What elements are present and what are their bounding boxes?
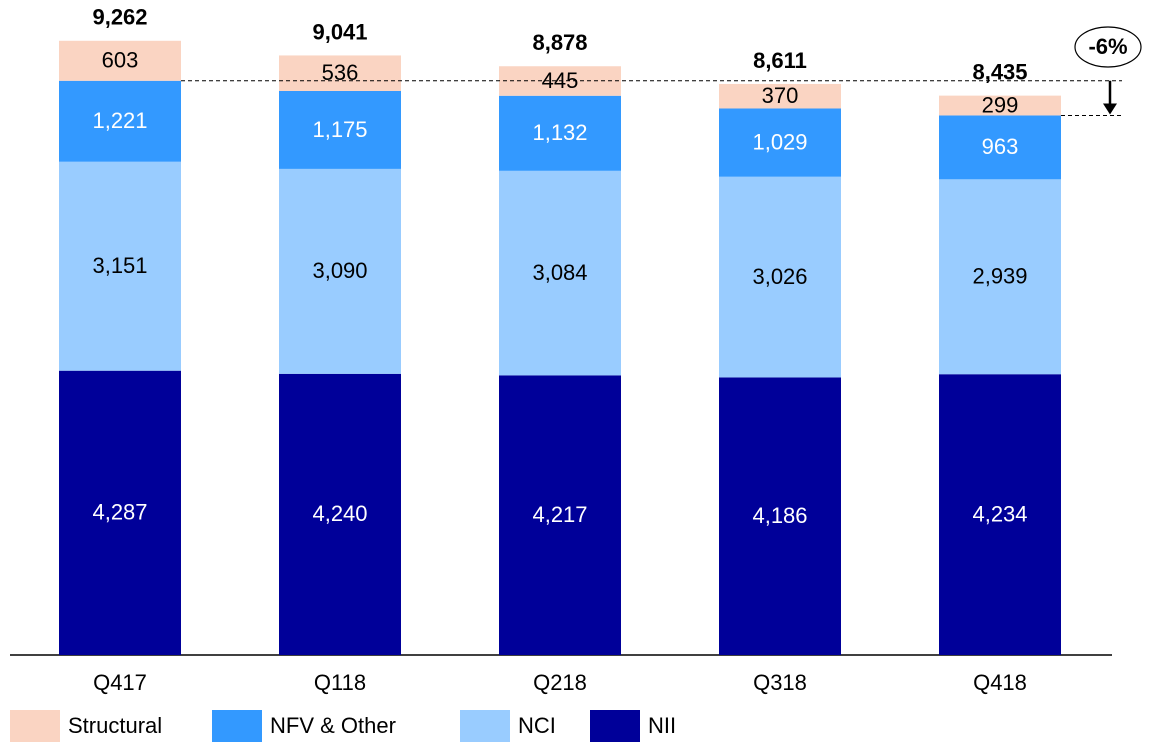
bar-segment xyxy=(59,370,181,655)
segment-label: 4,287 xyxy=(92,500,147,525)
total-label: 8,878 xyxy=(532,30,587,55)
bar-segment xyxy=(719,176,841,378)
segment-label: 299 xyxy=(982,92,1019,117)
total-label: 8,611 xyxy=(753,48,807,73)
total-label: 9,262 xyxy=(92,5,147,30)
legend-label: NFV & Other xyxy=(270,713,396,738)
bar-segment xyxy=(719,377,841,655)
annotation-bubble xyxy=(1074,26,1142,68)
x-tick-label: Q318 xyxy=(753,670,807,695)
x-tick-label: Q417 xyxy=(93,670,147,695)
bar-segment xyxy=(279,373,401,655)
bar-segment xyxy=(279,55,401,91)
segment-label: 536 xyxy=(322,60,359,85)
bar-segment xyxy=(279,90,401,169)
x-tick-label: Q418 xyxy=(973,670,1027,695)
bar-segment xyxy=(499,375,621,655)
legend-swatch xyxy=(590,710,640,742)
segment-label: 3,151 xyxy=(92,253,147,278)
segment-label: 4,186 xyxy=(752,503,807,528)
segment-label: 3,090 xyxy=(312,258,367,283)
bar-segment xyxy=(939,374,1061,655)
segment-label: 4,217 xyxy=(532,502,587,527)
legend-swatch xyxy=(212,710,262,742)
segment-label: 963 xyxy=(982,134,1019,159)
segment-label: 370 xyxy=(762,83,799,108)
bar-segment xyxy=(939,95,1061,116)
bar-segment xyxy=(59,161,181,371)
legend-label: NII xyxy=(648,713,676,738)
bar-segment xyxy=(719,108,841,177)
bar-segment xyxy=(59,40,181,81)
segment-label: 1,029 xyxy=(752,129,807,154)
bar-segment xyxy=(939,115,1061,180)
segment-label: 1,221 xyxy=(92,108,147,133)
segment-label: 4,240 xyxy=(312,501,367,526)
bar-segment xyxy=(719,83,841,109)
segment-label: 603 xyxy=(102,48,139,73)
bar-segment xyxy=(279,168,401,374)
bar-segment xyxy=(499,95,621,171)
arrow-head xyxy=(1103,103,1117,115)
x-tick-label: Q218 xyxy=(533,670,587,695)
total-label: 9,041 xyxy=(312,19,367,44)
segment-label: 4,234 xyxy=(972,501,1027,526)
segment-label: 1,132 xyxy=(532,120,587,145)
segment-label: 1,175 xyxy=(312,117,367,142)
bar-segment xyxy=(939,179,1061,375)
x-tick-label: Q118 xyxy=(314,670,366,695)
legend-label: Structural xyxy=(68,713,162,738)
bar-segment xyxy=(499,170,621,376)
bar-segment xyxy=(59,80,181,162)
annotation: -6% xyxy=(1088,34,1127,59)
legend-swatch xyxy=(460,710,510,742)
segment-label: 2,939 xyxy=(972,264,1027,289)
legend-swatch xyxy=(10,710,60,742)
legend-label: NCI xyxy=(518,713,556,738)
segment-label: 3,026 xyxy=(752,264,807,289)
segment-label: 3,084 xyxy=(532,260,587,285)
